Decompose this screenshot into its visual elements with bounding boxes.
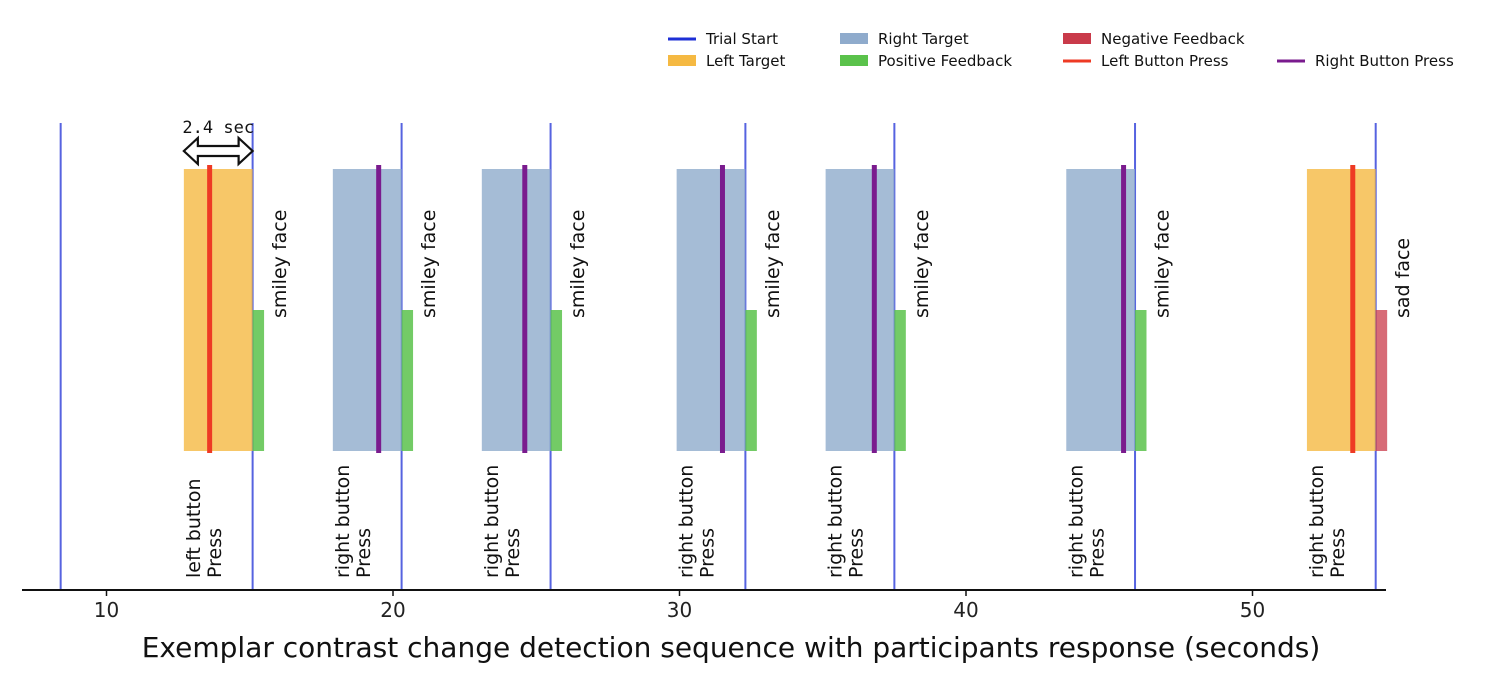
legend-label-right-button-press: Right Button Press — [1315, 52, 1454, 70]
left-target-bar — [1306, 169, 1376, 451]
response-label: right buttonPress — [825, 465, 868, 578]
response-label-line: left button — [183, 479, 205, 578]
feedback-label: smiley face — [567, 210, 589, 318]
legend-label-right-target: Right Target — [878, 30, 969, 48]
trial-4: right buttonPress smiley face — [676, 165, 784, 578]
response-label-line: right button — [676, 465, 698, 578]
feedback-label: smiley face — [911, 210, 933, 318]
duration-arrow — [182, 135, 255, 167]
legend-swatch-left-target — [668, 55, 696, 66]
response-label-line: Press — [502, 528, 524, 578]
right-target-bar — [825, 169, 895, 451]
response-label-line: Press — [1327, 528, 1349, 578]
x-tick-label: 30 — [667, 598, 692, 622]
legend-swatch-negative-feedback — [1063, 33, 1091, 44]
response-label-line: Press — [204, 528, 226, 578]
response-label: right buttonPress — [676, 465, 719, 578]
response-label: right buttonPress — [332, 465, 375, 578]
legend-label-left-button-press: Left Button Press — [1101, 52, 1229, 70]
right-target-bar — [481, 169, 551, 451]
legend: Trial Start Left Target Right Target Positi… — [668, 30, 1454, 70]
response-label-line: right button — [1306, 465, 1328, 578]
response-label: right buttonPress — [1065, 465, 1108, 578]
legend-item-right-button-press: Right Button Press — [1277, 52, 1454, 70]
x-tick-label: 50 — [1240, 598, 1265, 622]
response-label-line: Press — [697, 528, 719, 578]
feedback-label: smiley face — [1151, 210, 1173, 318]
feedback-label: smiley face — [418, 210, 440, 318]
legend-label-positive-feedback: Positive Feedback — [878, 52, 1012, 70]
x-tick-label: 20 — [380, 598, 405, 622]
positive-feedback-bar — [550, 310, 563, 451]
trial-1: left buttonPress smiley face — [183, 165, 291, 578]
response-label-line: right button — [1065, 465, 1087, 578]
right-target-bar — [676, 169, 746, 451]
legend-item-negative-feedback: Negative Feedback — [1063, 30, 1245, 48]
trial-2: right buttonPress smiley face — [332, 165, 440, 578]
positive-feedback-bar — [894, 310, 906, 451]
response-label: right buttonPress — [481, 465, 524, 578]
legend-item-positive-feedback: Positive Feedback — [840, 52, 1012, 70]
positive-feedback-bar — [1135, 310, 1147, 451]
legend-item-right-target: Right Target — [840, 30, 969, 48]
response-label-line: right button — [481, 465, 503, 578]
positive-feedback-bar — [252, 310, 265, 451]
feedback-label: sad face — [1392, 238, 1414, 318]
x-tick-label: 40 — [953, 598, 978, 622]
negative-feedback-bar — [1375, 310, 1388, 451]
right-target-bar — [332, 169, 402, 451]
legend-label-negative-feedback: Negative Feedback — [1101, 30, 1245, 48]
duration-annotation: 2.4 sec — [182, 118, 255, 167]
response-label-line: right button — [825, 465, 847, 578]
x-ticks: 10 20 30 40 50 — [94, 590, 1265, 622]
legend-label-trial-start: Trial Start — [705, 30, 778, 48]
legend-item-trial-start: Trial Start — [668, 30, 778, 48]
trial-5: right buttonPress smiley face — [825, 165, 933, 578]
left-target-bar — [183, 169, 253, 451]
response-label-line: Press — [353, 528, 375, 578]
legend-item-left-button-press: Left Button Press — [1063, 52, 1229, 70]
response-label-line: Press — [846, 528, 868, 578]
positive-feedback-bar — [401, 310, 414, 451]
trial-3: right buttonPress smiley face — [481, 165, 589, 578]
positive-feedback-bar — [745, 310, 757, 451]
legend-label-left-target: Left Target — [706, 52, 786, 70]
response-label-line: right button — [332, 465, 354, 578]
trial-6: right buttonPress smiley face — [1065, 165, 1173, 578]
feedback-label: smiley face — [762, 210, 784, 318]
trial-7: right buttonPress sad face — [1306, 165, 1414, 578]
legend-swatch-positive-feedback — [840, 55, 868, 66]
x-axis-label: Exemplar contrast change detection seque… — [142, 631, 1321, 664]
duration-label: 2.4 sec — [182, 118, 254, 138]
x-tick-label: 10 — [94, 598, 119, 622]
legend-swatch-right-target — [840, 33, 868, 44]
response-label: right buttonPress — [1306, 465, 1349, 578]
response-label: left buttonPress — [183, 479, 226, 578]
legend-item-left-target: Left Target — [668, 52, 786, 70]
feedback-label: smiley face — [269, 210, 291, 318]
response-label-line: Press — [1086, 528, 1108, 578]
